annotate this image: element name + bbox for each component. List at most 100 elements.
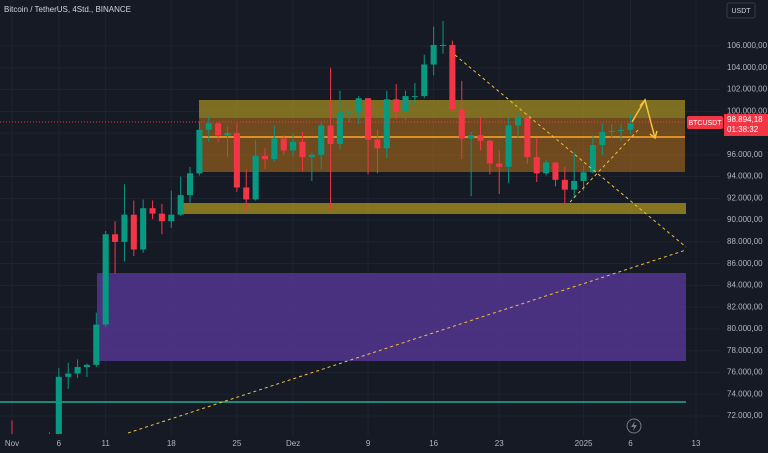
candle-body: [571, 180, 578, 190]
candle-body: [430, 44, 437, 65]
purple-zone: [97, 273, 686, 361]
y-tick-label: 80.000,00: [727, 324, 763, 333]
candle-body: [477, 135, 484, 141]
candle-body: [627, 123, 634, 130]
candle-body: [243, 187, 250, 200]
trend-line-down: [454, 54, 687, 248]
candle-body: [552, 162, 559, 180]
y-tick-label: 84.000,00: [727, 281, 763, 290]
candle-body: [299, 141, 306, 158]
y-tick-label: 94.000,00: [727, 172, 763, 181]
candle-body: [411, 96, 418, 98]
candle-body: [290, 141, 297, 151]
candle-body: [458, 109, 465, 139]
y-tick-label: 102.000,00: [727, 85, 768, 94]
x-tick-label: 25: [232, 439, 241, 448]
price-tag: [724, 114, 768, 136]
symbol-label: BTCUSDT: [688, 120, 722, 127]
candle-body: [608, 130, 615, 132]
candle-body: [374, 139, 381, 149]
y-tick-label: 104.000,00: [727, 63, 768, 72]
replay-icon[interactable]: [626, 418, 642, 434]
candle-body: [561, 179, 568, 190]
candle-body: [65, 373, 72, 377]
candle-body: [280, 138, 287, 151]
candle-body: [524, 117, 531, 158]
candle-body: [336, 112, 343, 144]
candle-body: [421, 64, 428, 97]
short-trend-line: [569, 127, 641, 203]
last-price-label: 98.894,18: [727, 115, 763, 124]
axes: 106.000,00 104.000,00 102.000,00 100.000,00…: [5, 41, 768, 448]
y-tick-label: 92.000,00: [727, 193, 763, 202]
candle-body: [186, 173, 194, 196]
candle-body: [543, 162, 550, 174]
y-tick-label: 88.000,00: [727, 237, 763, 246]
candle-body: [449, 44, 456, 110]
candle-body: [93, 324, 100, 365]
candle-body: [486, 140, 493, 164]
x-tick-label: 23: [495, 439, 504, 448]
arrow-head: [639, 98, 648, 109]
y-tick-label: 90.000,00: [727, 215, 763, 224]
y-tick-label: 106.000,00: [727, 41, 768, 50]
resistance-zone: [199, 100, 685, 118]
candle-body: [599, 131, 606, 146]
chart-title: Bitcoin / TetherUS, 4Std., BINANCE: [4, 5, 131, 14]
trend-line-up: [127, 249, 687, 434]
candle-body: [140, 208, 147, 250]
candle-body: [233, 133, 240, 188]
x-tick-label: Dez: [286, 439, 300, 448]
candle-body: [327, 125, 334, 144]
y-tick-label: 100.000,00: [727, 106, 768, 115]
y-tick-label: 82.000,00: [727, 302, 763, 311]
x-tick-label: Nov: [5, 439, 19, 448]
x-tick-label: 9: [366, 439, 371, 448]
candle-body: [496, 163, 503, 167]
currency-button[interactable]: [726, 2, 756, 19]
x-tick-label: 13: [692, 439, 701, 448]
candle-body: [196, 129, 203, 174]
y-tick-label: 78.000,00: [727, 346, 763, 355]
y-tick-label: 86.000,00: [727, 259, 763, 268]
arrow-head: [649, 130, 658, 140]
x-tick-label: 2025: [575, 439, 593, 448]
candle-body: [589, 145, 596, 173]
candle-body: [533, 157, 540, 174]
candle-body: [439, 44, 447, 46]
x-tick-label: 6: [57, 439, 62, 448]
candle-body: [505, 125, 512, 167]
candle-body: [130, 214, 137, 250]
candle-body: [346, 112, 353, 114]
candle-body: [83, 364, 90, 368]
x-tick-label: 18: [167, 439, 176, 448]
candle-body: [402, 96, 409, 112]
candle-body: [618, 129, 625, 131]
candle-body: [215, 123, 222, 136]
candle-body: [393, 99, 400, 112]
candle-body: [318, 125, 325, 155]
support-zone: [181, 203, 686, 214]
candle-body: [102, 234, 109, 325]
countdown: 01:38:32: [727, 125, 759, 134]
y-tick-label: 72.000,00: [727, 411, 763, 420]
candle-body: [205, 123, 212, 130]
x-tick-label: 16: [429, 439, 438, 448]
replay-icon-bolt[interactable]: [631, 421, 637, 431]
symbol-tag: [687, 116, 723, 129]
x-tick-label: 11: [102, 439, 111, 448]
candles: [11, 21, 634, 434]
candle-body: [121, 214, 128, 242]
currency-label[interactable]: USDT: [731, 8, 751, 15]
candle-body: [252, 155, 259, 200]
candle-body: [383, 99, 390, 149]
candle-body: [168, 214, 175, 222]
candle-body: [580, 172, 587, 181]
candle-body: [177, 195, 184, 215]
y-tick-label: 76.000,00: [727, 368, 763, 377]
candle-body: [271, 138, 278, 160]
candle-body: [514, 117, 522, 126]
candle-body: [149, 208, 156, 214]
price-axis: [720, 0, 768, 453]
